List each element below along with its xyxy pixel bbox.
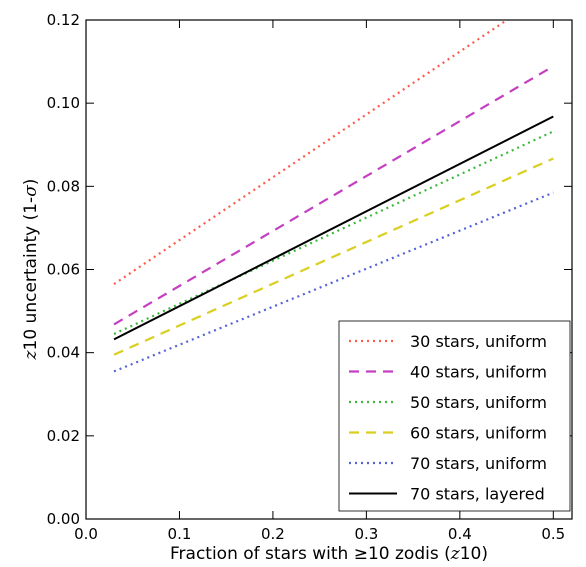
y-axis-label: z10 uncertainty (1-σ) xyxy=(21,179,41,361)
legend-label: 50 stars, uniform xyxy=(410,393,547,412)
series-line xyxy=(113,157,554,356)
legend-label: 40 stars, uniform xyxy=(410,363,547,382)
tick-layer: 0.0 0.1 0.2 0.3 0.4 0.5 0.00 0.02 0.04 0.06 0.08 0.… xyxy=(47,11,572,543)
legend: 30 stars, uniform 40 stars, uniform 50 sta… xyxy=(338,320,571,512)
x-tick-label: 0.0 xyxy=(74,525,98,543)
series-line xyxy=(113,65,554,326)
y-tick-label: 0.06 xyxy=(47,261,80,279)
y-tick-label: 0.08 xyxy=(47,177,80,195)
x-axis-label: Fraction of stars with ≥10 zodis (z10) xyxy=(170,544,488,564)
legend-label: 60 stars, uniform xyxy=(410,424,547,443)
series-line xyxy=(113,130,554,335)
legend-box xyxy=(338,320,571,512)
legend-label: 30 stars, uniform xyxy=(410,332,547,351)
x-tick-label: 0.4 xyxy=(448,525,472,543)
x-tick-label: 0.3 xyxy=(354,525,378,543)
series-line xyxy=(113,191,554,373)
series-line xyxy=(113,20,509,286)
legend-entries: 30 stars, uniform 40 stars, uniform 50 sta… xyxy=(349,332,547,504)
y-tick-label: 0.04 xyxy=(47,344,80,362)
legend-label: 70 stars, layered xyxy=(410,485,545,504)
x-tick-label: 0.5 xyxy=(541,525,565,543)
plot-frame xyxy=(85,19,573,520)
y-tick-label: 0.00 xyxy=(47,510,80,528)
x-tick-label: 0.2 xyxy=(261,525,285,543)
x-tick-label: 0.1 xyxy=(168,525,192,543)
series-line xyxy=(113,115,554,341)
legend-label: 70 stars, uniform xyxy=(410,454,547,473)
series-layer xyxy=(113,20,554,373)
y-tick-label: 0.12 xyxy=(47,11,80,29)
y-tick-label: 0.10 xyxy=(47,94,80,112)
y-tick-label: 0.02 xyxy=(47,427,80,445)
